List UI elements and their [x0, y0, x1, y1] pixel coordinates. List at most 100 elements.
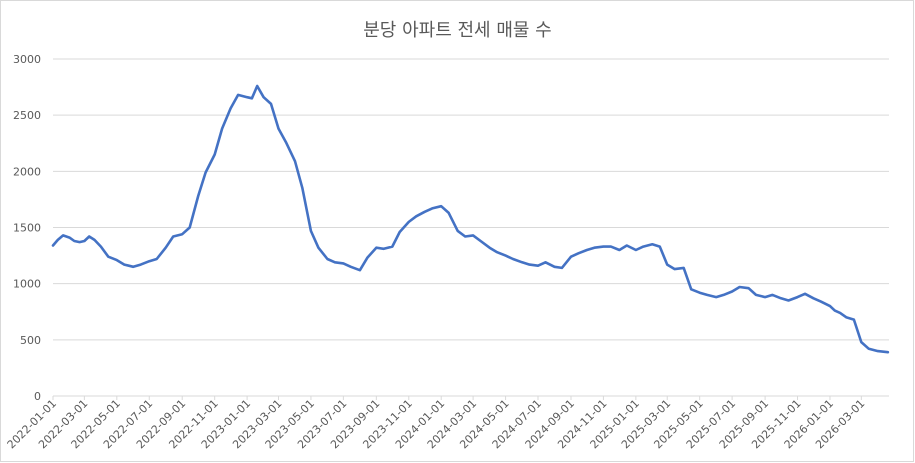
data-point — [635, 249, 637, 251]
chart-title: 분당 아파트 전세 매물 수 — [363, 20, 552, 41]
data-point — [528, 263, 531, 266]
data-point — [237, 94, 239, 96]
data-point — [544, 261, 547, 264]
data-point — [673, 268, 676, 270]
data-point — [391, 245, 394, 248]
data-point — [246, 96, 248, 98]
data-point — [659, 245, 661, 248]
data-point — [706, 294, 708, 296]
data-point — [197, 195, 199, 197]
data-point — [780, 297, 782, 300]
data-point — [155, 258, 158, 260]
data-point — [68, 236, 71, 239]
data-point — [366, 257, 369, 259]
data-point — [731, 290, 733, 293]
y-tick-label: 2000 — [13, 165, 41, 178]
data-point — [586, 249, 588, 251]
data-point — [415, 215, 418, 218]
data-point — [820, 300, 822, 303]
data-point — [204, 171, 207, 174]
data-point — [504, 254, 507, 257]
data-point — [812, 297, 815, 300]
series-line-0 — [51, 84, 890, 354]
data-point — [342, 262, 345, 265]
data-point — [317, 246, 320, 249]
y-tick-label: 1500 — [13, 222, 41, 235]
data-point — [868, 348, 870, 350]
data-point — [479, 240, 482, 242]
data-point — [853, 318, 855, 321]
data-point — [472, 234, 474, 237]
data-point — [839, 312, 841, 314]
data-point — [561, 267, 563, 269]
data-point — [229, 107, 232, 110]
data-point — [464, 235, 467, 238]
data-point — [440, 205, 443, 207]
data-point — [722, 294, 725, 296]
y-tick-label: 0 — [34, 390, 41, 403]
data-point — [537, 264, 539, 267]
series-layer — [51, 84, 890, 354]
data-point — [651, 243, 654, 246]
data-point — [383, 248, 385, 250]
data-point — [350, 266, 352, 268]
data-point — [593, 246, 596, 249]
data-point — [213, 153, 216, 156]
data-point — [172, 235, 174, 238]
data-point — [262, 96, 265, 98]
data-point — [73, 240, 76, 242]
data-point — [100, 245, 102, 248]
y-tick-label: 500 — [20, 334, 41, 347]
data-point — [834, 309, 836, 312]
data-point — [698, 291, 701, 294]
data-point — [164, 246, 167, 249]
x-axis-ticks: 2022-01-012022-03-012022-05-012022-07-01… — [5, 396, 867, 451]
data-point — [829, 305, 831, 307]
data-point — [294, 160, 296, 162]
data-point — [887, 351, 889, 354]
data-point — [57, 239, 59, 241]
data-point — [804, 293, 806, 295]
data-point — [771, 294, 774, 296]
data-point — [251, 97, 253, 100]
data-point — [570, 255, 572, 258]
data-point — [123, 263, 126, 266]
data-point — [78, 241, 81, 243]
data-point — [375, 246, 378, 249]
data-point — [285, 141, 287, 143]
data-point — [423, 211, 426, 213]
y-axis-ticks: 0 500 1000 1500 2000 2500 3000 — [13, 53, 41, 403]
data-point — [610, 245, 612, 248]
gridlines — [53, 58, 889, 397]
data-point — [301, 187, 304, 189]
data-point — [93, 239, 96, 241]
data-point — [755, 294, 757, 296]
data-point — [666, 263, 668, 266]
data-point — [188, 226, 191, 229]
data-point — [270, 103, 272, 105]
data-point — [715, 296, 717, 298]
data-point — [512, 258, 514, 260]
data-point — [334, 261, 336, 264]
data-point — [83, 240, 86, 242]
data-point — [256, 85, 259, 87]
data-point — [431, 207, 434, 210]
data-point — [447, 212, 450, 214]
data-point — [521, 261, 523, 264]
data-point — [877, 350, 879, 352]
data-point — [682, 267, 685, 269]
data-point — [690, 288, 692, 291]
data-point — [326, 258, 329, 260]
data-point — [747, 287, 750, 290]
data-point — [139, 263, 142, 266]
data-point — [398, 231, 401, 233]
data-point — [456, 230, 459, 232]
data-point — [488, 246, 491, 249]
data-point — [845, 316, 848, 319]
data-point — [107, 255, 110, 258]
y-tick-label: 3000 — [13, 53, 41, 66]
y-tick-label: 1000 — [13, 278, 41, 291]
data-point — [277, 127, 280, 130]
data-point — [738, 286, 741, 288]
